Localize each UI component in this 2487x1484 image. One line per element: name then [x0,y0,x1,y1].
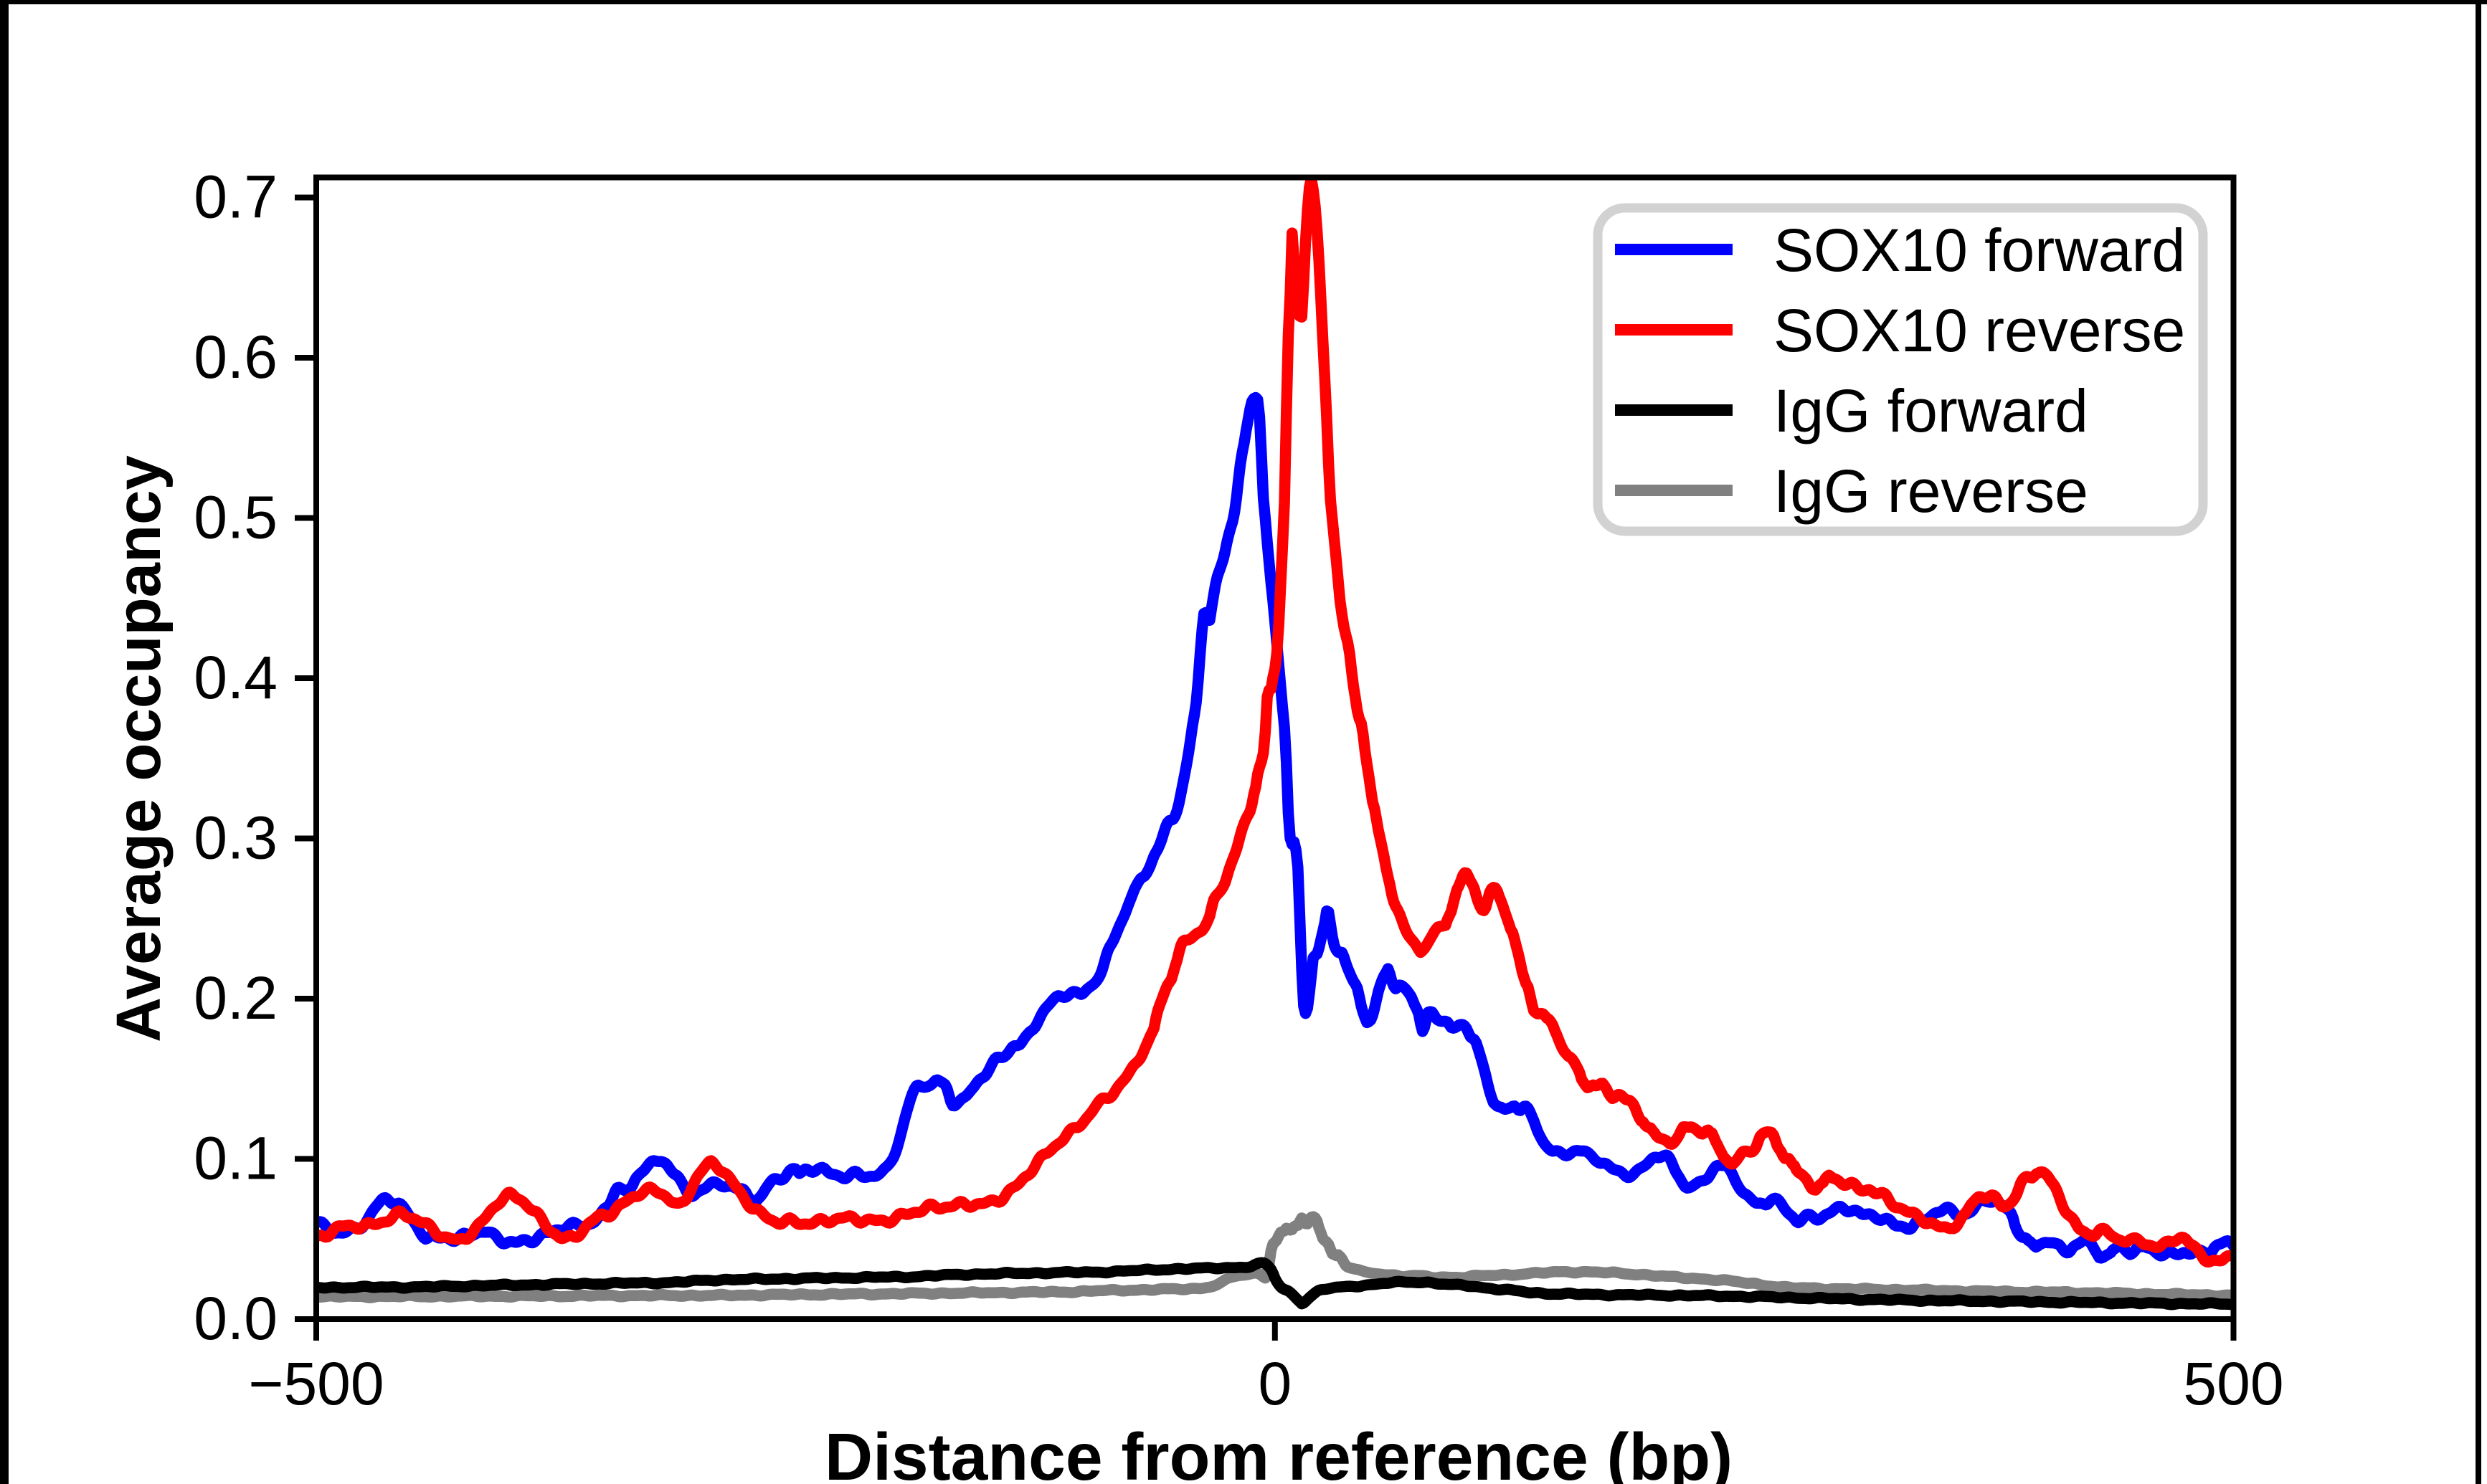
svg-text:0.7: 0.7 [194,163,278,231]
svg-text:0: 0 [1258,1350,1292,1417]
svg-text:0.4: 0.4 [194,644,278,711]
svg-text:0.1: 0.1 [194,1125,278,1192]
svg-text:0.5: 0.5 [194,484,278,551]
svg-text:SOX10 reverse: SOX10 reverse [1773,297,2185,364]
svg-text:IgG forward: IgG forward [1773,377,2088,444]
svg-text:0.0: 0.0 [194,1285,278,1352]
svg-text:0.2: 0.2 [194,964,278,1032]
svg-text:500: 500 [2183,1350,2283,1417]
svg-text:Average occupancy: Average occupancy [104,455,174,1042]
svg-text:0.3: 0.3 [194,804,278,872]
svg-text:SOX10 forward: SOX10 forward [1773,217,2185,284]
svg-text:−500: −500 [248,1350,384,1417]
svg-text:0.6: 0.6 [194,323,278,391]
svg-text:Distance from reference (bp): Distance from reference (bp) [825,1419,1733,1484]
svg-text:IgG reverse: IgG reverse [1773,457,2088,525]
